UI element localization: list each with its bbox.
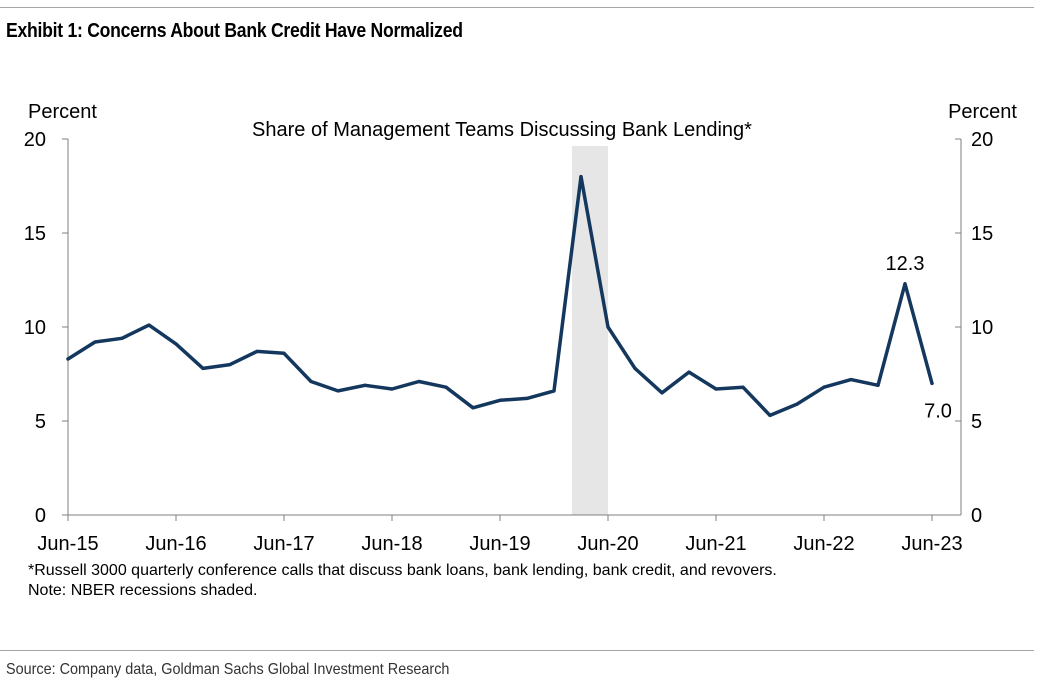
data-point <box>120 336 124 340</box>
right-y-tick-label: 20 <box>971 129 993 151</box>
x-tick-label: Jun-22 <box>793 533 854 555</box>
data-point <box>417 379 421 384</box>
x-tick-label: Jun-15 <box>37 533 98 555</box>
data-point <box>795 402 799 406</box>
x-tick-label: Jun-17 <box>253 533 314 555</box>
data-label: 7.0 <box>924 400 952 422</box>
y-axis-label-right: Percent <box>948 101 1017 123</box>
footnote-recession-note: Note: NBER recessions shaded. <box>28 582 258 599</box>
left-y-tick-label: 20 <box>24 129 46 151</box>
data-point <box>93 340 97 344</box>
x-tick-label: Jun-18 <box>361 533 422 555</box>
data-point <box>498 398 502 402</box>
series-line <box>66 174 934 418</box>
data-point <box>282 351 286 355</box>
left-y-tick-label: 10 <box>24 317 46 339</box>
left-y-tick-label: 0 <box>35 505 46 527</box>
data-point <box>606 325 610 329</box>
x-tick-label: Jun-20 <box>577 533 638 555</box>
data-point <box>228 363 232 367</box>
data-point <box>174 342 178 346</box>
data-point <box>579 175 583 179</box>
x-tick-label: Jun-16 <box>145 533 206 555</box>
data-point <box>390 387 394 391</box>
data-point <box>471 406 475 410</box>
bottom-rule <box>0 650 1034 651</box>
x-tick-label: Jun-19 <box>469 533 530 555</box>
data-point <box>849 378 853 382</box>
data-point <box>633 366 637 370</box>
source-line: Source: Company data, Goldman Sachs Glob… <box>6 661 450 678</box>
data-point <box>363 383 367 387</box>
data-point <box>660 391 664 395</box>
data-point <box>66 357 70 361</box>
data-point <box>930 381 934 385</box>
data-point <box>444 385 448 389</box>
left-y-tick-label: 15 <box>24 223 46 245</box>
data-point <box>147 323 151 327</box>
right-y-tick-label: 10 <box>971 317 993 339</box>
data-point <box>768 413 772 417</box>
y-axis-label-left: Percent <box>28 101 97 123</box>
chart-title: Share of Management Teams Discussing Ban… <box>252 119 752 141</box>
data-point <box>552 389 556 393</box>
x-tick-label: Jun-21 <box>685 533 746 555</box>
data-point <box>741 385 745 389</box>
right-y-tick-label: 15 <box>971 223 993 245</box>
data-point <box>687 370 691 374</box>
exhibit-title: Exhibit 1: Concerns About Bank Credit Ha… <box>6 20 463 42</box>
data-point <box>255 349 259 354</box>
data-point <box>336 389 340 393</box>
line-chart: 0 0 5 5 10 10 15 15 20 20 Jun-15 Jun-16 Jun-17 Jun-18… <box>24 101 1018 555</box>
data-point <box>876 383 880 387</box>
labels-layer: 0 0 5 5 10 10 15 15 20 20 Jun-15 Jun-16 Jun-17 Jun-18… <box>24 101 1018 555</box>
left-y-tick-label: 5 <box>35 411 46 433</box>
series-layer <box>66 174 934 418</box>
data-point <box>201 366 205 370</box>
data-point <box>822 385 826 389</box>
data-point <box>525 396 529 401</box>
x-tick-label: Jun-23 <box>901 533 962 555</box>
data-point <box>903 282 907 286</box>
data-point <box>714 387 718 391</box>
right-y-tick-label: 5 <box>971 411 982 433</box>
top-rule <box>0 7 1034 8</box>
axes-layer <box>62 138 962 521</box>
footnote-russell: *Russell 3000 quarterly conference calls… <box>28 562 777 579</box>
data-label: 12.3 <box>886 253 925 275</box>
data-point <box>309 379 313 384</box>
right-y-tick-label: 0 <box>971 505 982 527</box>
